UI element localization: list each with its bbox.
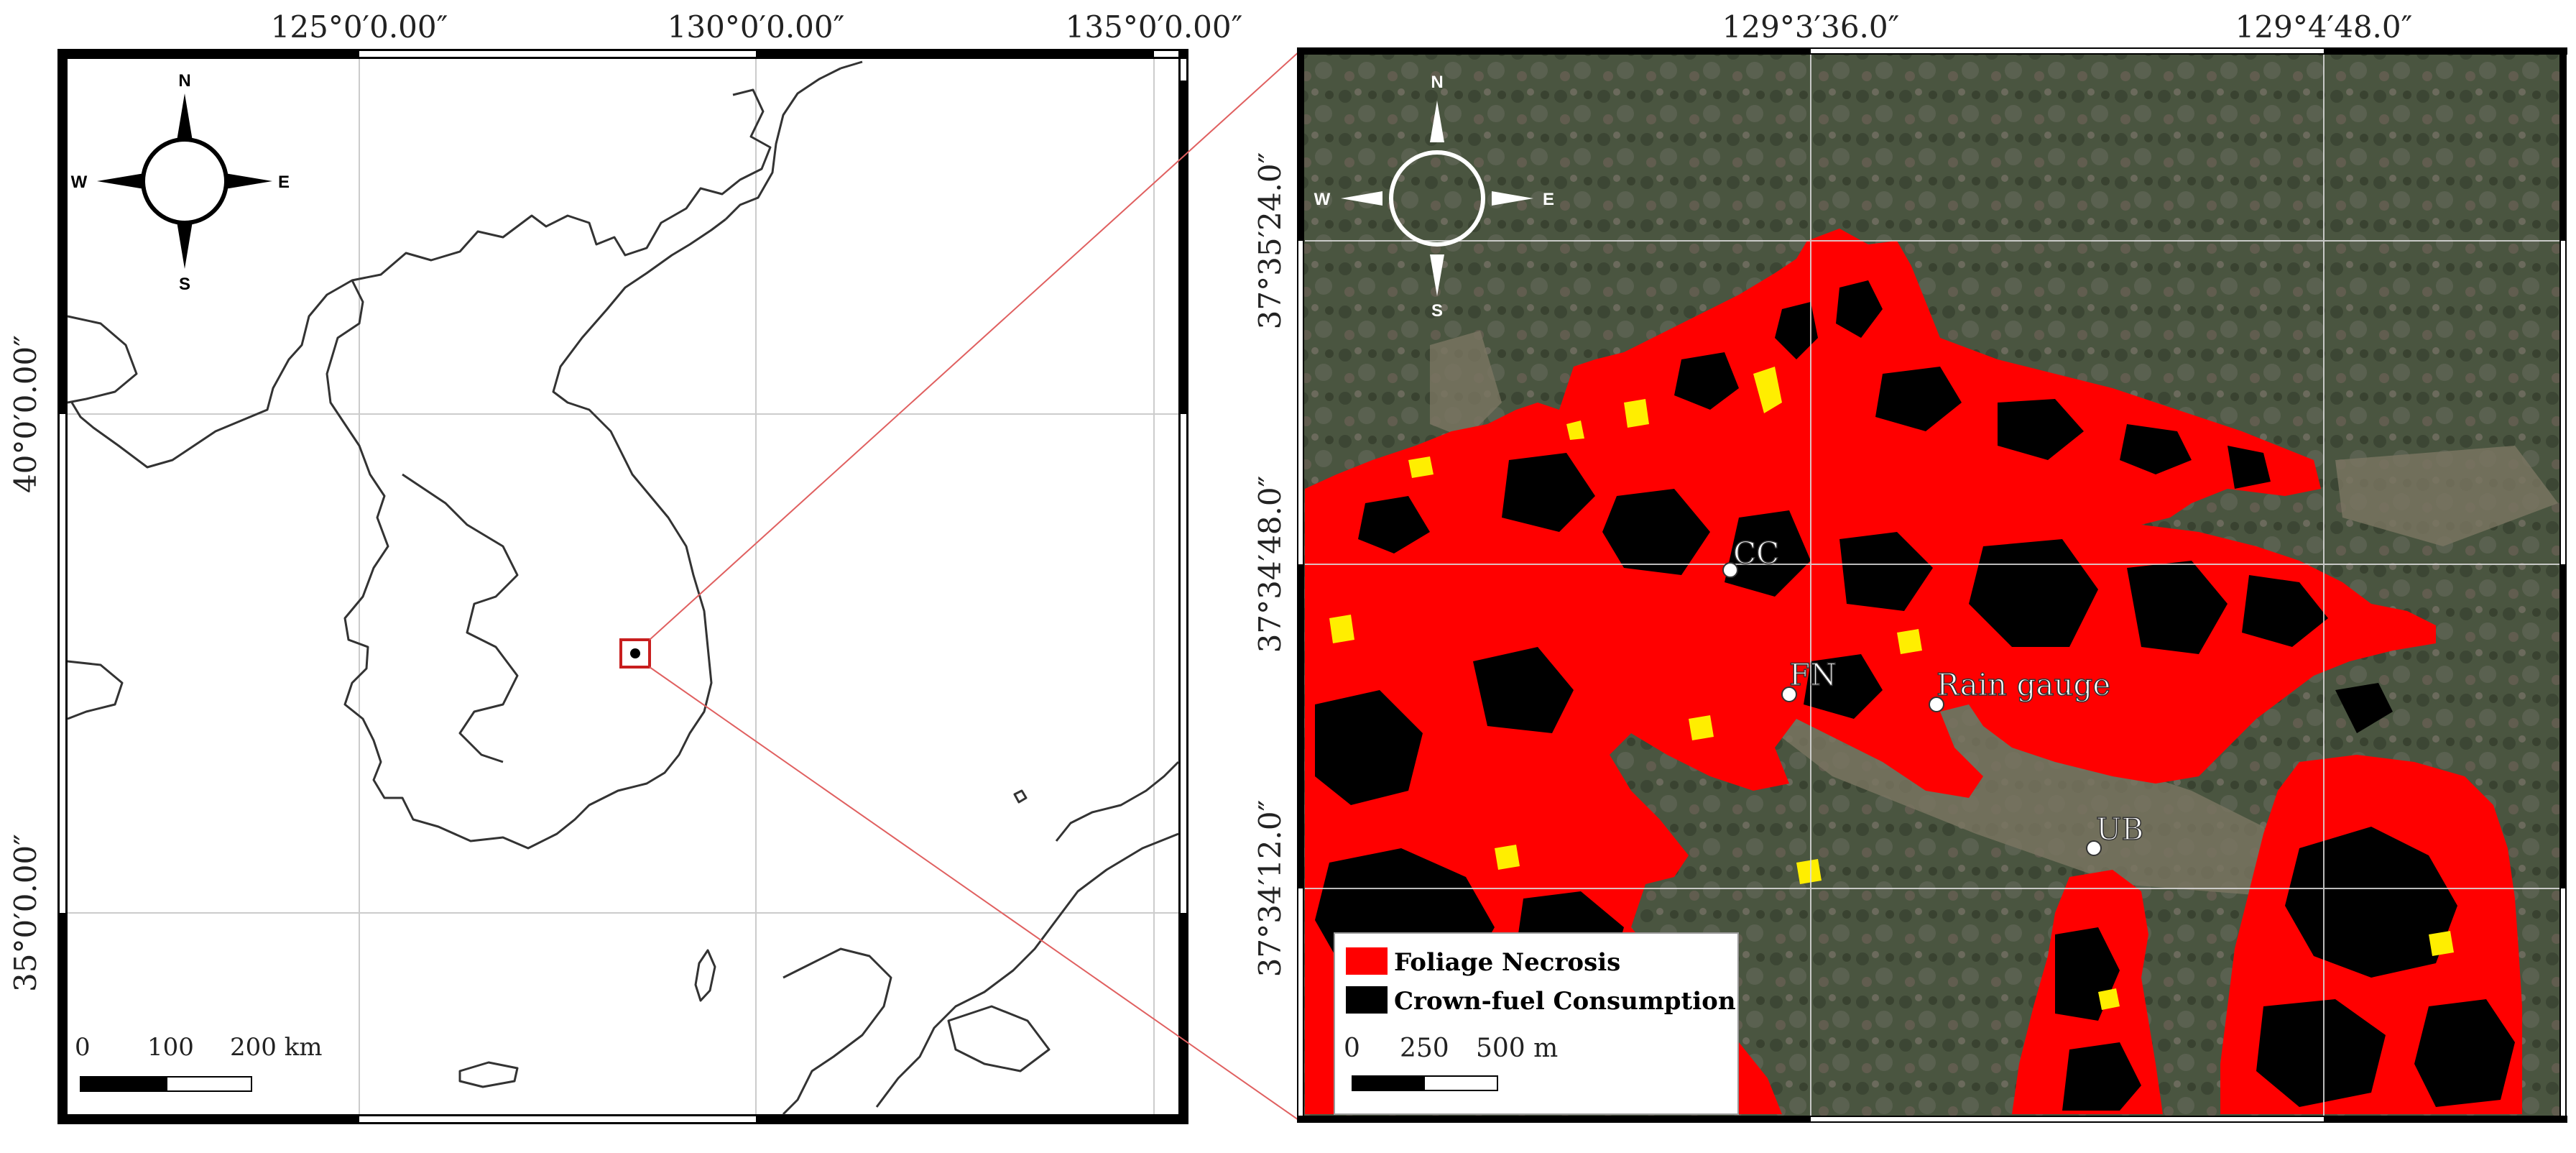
yellow-patches [1329,367,2454,1010]
legend: Foliage Necrosis Crown-fuel Consumption … [1334,932,1739,1115]
compass-w-label: W [71,173,88,192]
japan-coastline-northwest [1055,761,1180,842]
study-top-tick-1: 129°3′36.0″ [1722,9,1900,45]
compass-e-label: E [1543,190,1554,209]
overview-top-tick-1: 125°0′0.00″ [271,9,448,45]
overview-map-border [57,49,1188,1124]
west-coast-detail [402,473,519,763]
site-ub: UB [2086,811,2144,856]
site-rain-gauge: Rain gauge [1929,666,2111,712]
study-area-map: N S W E CC FN Rain gauge UB [1252,9,2567,1123]
compass-w-label: W [1314,190,1331,209]
site-ub-label: UB [2096,812,2143,847]
scale-tick-0: 0 [1344,1034,1360,1063]
compass-s-label: S [179,275,190,294]
korea-north-coast [840,60,863,70]
site-cc: CC [1722,535,1780,578]
compass-e-label: E [278,173,290,192]
japan-coastline-kyushu [782,947,892,1116]
site-rain-gauge-label: Rain gauge [1936,667,2110,702]
overview-left-tick-2: 35°0′0.00″ [8,834,43,992]
site-markers: CC FN Rain gauge UB [1722,535,2144,856]
site-cc-label: CC [1733,536,1779,571]
northeast-coastline [724,67,841,221]
study-area-grid [1305,55,2559,1116]
study-area-scale-bar: 0 250 500 m [1344,1034,1558,1091]
overview-top-tick-2: 130°0′0.00″ [668,9,845,45]
scale-tick-200: 200 km [230,1033,323,1062]
japan-coastline-honshu [875,832,1179,1108]
jeju-island [458,1061,519,1088]
peninsula-coastline [326,218,726,850]
study-top-tick-2: 129°4′48.0″ [2235,9,2413,45]
japan-coastline-shikoku [947,1005,1051,1072]
china-coastline [67,315,138,404]
study-area-compass: N S W E [1314,73,1554,321]
tsushima-island [694,949,716,1002]
scale-tick-250: 250 [1400,1034,1449,1063]
coastline [67,60,1180,1116]
compass-n-label: N [178,71,190,91]
overview-map-frame [62,53,1184,1120]
scale-tick-100: 100 [147,1033,194,1062]
overview-scale-bar: 0 100 200 km [75,1033,323,1092]
overview-map: N S W E 0 100 200 km 125°0′0.00″ 130°0′0… [8,9,1242,1124]
site-fn: FN [1781,656,1837,702]
scale-tick-500: 500 m [1476,1034,1558,1063]
overview-grid [68,59,1178,1114]
study-left-tick-3: 37°34′12.0″ [1252,800,1288,978]
compass-n-label: N [1431,73,1443,92]
zoom-connector-lines [649,50,1301,1122]
study-left-tick-2: 37°34′48.0″ [1252,476,1288,653]
study-left-tick-1: 37°35′24.0″ [1252,152,1288,330]
shandong-coastline [67,660,124,720]
legend-label-crown-fuel: Crown-fuel Consumption [1394,987,1736,1016]
legend-swatch-foliage-necrosis [1346,947,1388,975]
study-area-marker [619,638,651,669]
overview-left-tick-1: 40°0′0.00″ [8,335,43,493]
ulleung-island [1013,789,1028,804]
overview-top-tick-3: 135°0′0.00″ [1066,9,1243,45]
legend-label-foliage-necrosis: Foliage Necrosis [1394,948,1620,977]
compass-s-label: S [1431,301,1443,321]
mainland-coastline [70,88,772,469]
scale-tick-0: 0 [75,1033,91,1062]
legend-swatch-crown-fuel [1346,986,1388,1014]
site-fn-label: FN [1789,657,1837,692]
overview-compass: N S W E [71,71,290,294]
study-area-border [1297,47,2567,1123]
